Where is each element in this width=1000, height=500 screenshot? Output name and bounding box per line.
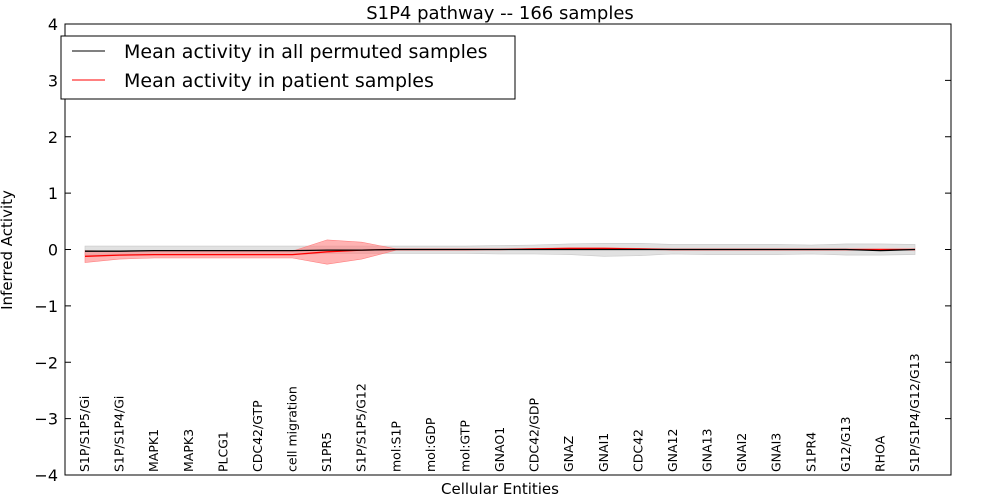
y-tick-label: 1: [48, 184, 58, 203]
permuted-point: [776, 248, 778, 250]
permuted-point: [153, 249, 155, 251]
x-tick-label: PLCG1: [215, 431, 230, 472]
x-tick-label: GNA13: [700, 429, 715, 473]
x-tick-label: CDC42: [630, 429, 645, 472]
patient-point: [153, 253, 155, 255]
patient-point: [84, 255, 86, 257]
x-tick-label: S1PR4: [803, 432, 818, 472]
permuted-point: [257, 249, 259, 251]
permuted-point: [395, 248, 397, 250]
x-tick-label: mol:S1P: [388, 421, 403, 472]
permuted-mean-line: [85, 248, 916, 252]
x-tick-label: S1P/S1P4/G12/G13: [907, 353, 922, 472]
x-tick-label: GNAZ: [561, 436, 576, 472]
permuted-point: [499, 248, 501, 250]
permuted-point: [603, 248, 605, 250]
x-tick-label: S1P/S1P5/Gi: [77, 396, 92, 472]
permuted-point: [222, 249, 224, 251]
y-tick-label: −4: [34, 466, 58, 485]
legend-label-permuted: Mean activity in all permuted samples: [124, 41, 487, 63]
x-tick-label: S1P/S1P4/Gi: [112, 396, 127, 472]
permuted-point: [845, 248, 847, 250]
x-tick-label: G12/G13: [838, 417, 853, 472]
x-tick-label: CDC42/GDP: [527, 397, 542, 472]
x-tick-label: CDC42/GTP: [250, 400, 265, 472]
x-axis-title: Cellular Entities: [441, 480, 559, 498]
permuted-point: [326, 249, 328, 251]
series-lines: [84, 247, 916, 257]
permuted-point: [84, 250, 86, 252]
permuted-point: [464, 248, 466, 250]
y-tick-label: 3: [48, 71, 58, 90]
permuted-point: [672, 248, 674, 250]
patient-point: [118, 254, 120, 256]
y-tick-label: −1: [34, 297, 58, 316]
permuted-point: [741, 248, 743, 250]
patient-point: [291, 253, 293, 255]
x-tick-label: S1PR5: [319, 432, 334, 472]
x-tick-label: MAPK3: [181, 429, 196, 472]
y-axis: −4 −3 −2 −1 0 1 2 3 4: [34, 15, 951, 485]
permuted-point: [118, 250, 120, 252]
y-tick-label: 0: [48, 241, 58, 260]
permuted-point: [291, 249, 293, 251]
x-axis: S1P/S1P5/Gi S1P/S1P4/Gi MAPK1 MAPK3 PLCG1 CDC…: [77, 353, 922, 472]
legend-box: [60, 35, 516, 100]
permuted-point: [706, 248, 708, 250]
x-tick-label: RHOA: [872, 435, 887, 472]
permuted-point: [568, 248, 570, 250]
chart-title: S1P4 pathway -- 166 samples: [366, 3, 634, 24]
patient-point: [188, 253, 190, 255]
x-tick-label: mol:GDP: [423, 417, 438, 472]
permuted-point: [637, 248, 639, 250]
y-tick-label: −2: [34, 353, 58, 372]
x-tick-label: MAPK1: [146, 429, 161, 472]
permuted-point: [430, 248, 432, 250]
patient-point: [257, 253, 259, 255]
legend-label-patient: Mean activity in patient samples: [124, 70, 434, 92]
permuted-point: [810, 248, 812, 250]
y-axis-title: Inferred Activity: [0, 190, 16, 310]
permuted-point: [188, 249, 190, 251]
permuted-point: [914, 248, 916, 250]
patient-point: [222, 253, 224, 255]
y-tick-label: −3: [34, 410, 58, 429]
x-tick-label: GNAO1: [492, 427, 507, 472]
x-tick-label: GNA12: [665, 429, 680, 473]
permuted-point: [879, 249, 881, 251]
x-tick-label: cell migration: [285, 386, 300, 472]
y-tick-label: 2: [48, 128, 58, 147]
x-tick-label: GNAI2: [734, 433, 749, 472]
permuted-point: [533, 248, 535, 250]
x-tick-label: S1P/S1P5/G12: [354, 383, 369, 472]
x-tick-label: GNAI1: [596, 433, 611, 472]
confidence-bands: [84, 239, 916, 265]
x-tick-label: mol:GTP: [457, 420, 472, 472]
permuted-point: [361, 249, 363, 251]
legend: Mean activity in all permuted samples Me…: [60, 35, 516, 100]
x-tick-label: GNAI3: [769, 433, 784, 472]
y-tick-label: 4: [48, 15, 58, 34]
